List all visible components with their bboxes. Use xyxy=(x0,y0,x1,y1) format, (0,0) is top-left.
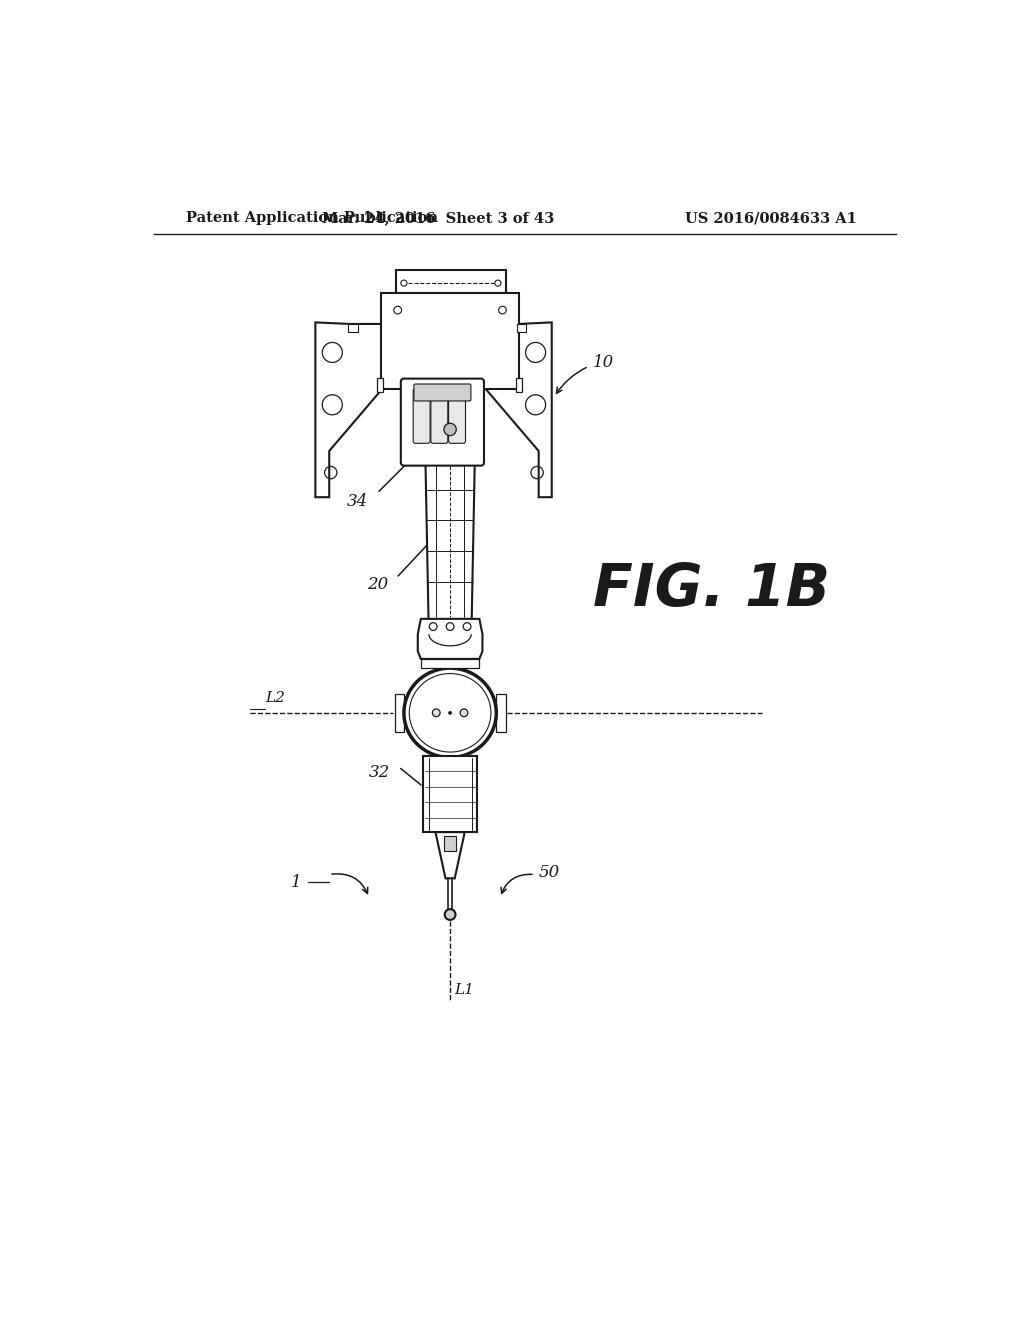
Text: 20: 20 xyxy=(368,576,388,593)
FancyBboxPatch shape xyxy=(413,388,430,444)
FancyBboxPatch shape xyxy=(400,379,484,466)
Text: Mar. 24, 2016  Sheet 3 of 43: Mar. 24, 2016 Sheet 3 of 43 xyxy=(323,211,555,226)
FancyBboxPatch shape xyxy=(449,388,466,444)
Polygon shape xyxy=(315,322,383,498)
Bar xyxy=(421,659,479,668)
Bar xyxy=(423,756,477,832)
Bar xyxy=(444,836,457,851)
Circle shape xyxy=(432,709,440,717)
FancyBboxPatch shape xyxy=(414,384,471,401)
Circle shape xyxy=(446,623,454,631)
Ellipse shape xyxy=(403,668,497,758)
Text: Patent Application Publication: Patent Application Publication xyxy=(186,211,438,226)
Text: L2: L2 xyxy=(265,692,286,705)
Bar xyxy=(377,378,383,392)
Bar xyxy=(497,693,506,733)
Bar xyxy=(515,378,521,392)
Bar xyxy=(348,323,357,331)
Polygon shape xyxy=(484,322,552,498)
Circle shape xyxy=(444,424,457,436)
Text: 50: 50 xyxy=(539,865,560,882)
Text: 1: 1 xyxy=(291,874,301,891)
Bar xyxy=(396,271,506,293)
Circle shape xyxy=(463,623,471,631)
Bar xyxy=(517,323,526,331)
Circle shape xyxy=(449,711,452,714)
Text: L1: L1 xyxy=(455,983,474,997)
Bar xyxy=(394,693,403,733)
Text: US 2016/0084633 A1: US 2016/0084633 A1 xyxy=(685,211,857,226)
Text: 10: 10 xyxy=(593,354,613,371)
FancyBboxPatch shape xyxy=(431,388,447,444)
Bar xyxy=(381,293,519,389)
Circle shape xyxy=(460,709,468,717)
Text: FIG. 1B: FIG. 1B xyxy=(593,561,830,618)
Polygon shape xyxy=(425,462,475,620)
Circle shape xyxy=(429,623,437,631)
Text: 32: 32 xyxy=(369,764,390,781)
Text: 34: 34 xyxy=(346,492,368,510)
Polygon shape xyxy=(435,832,465,878)
Circle shape xyxy=(444,909,456,920)
Polygon shape xyxy=(418,619,482,659)
